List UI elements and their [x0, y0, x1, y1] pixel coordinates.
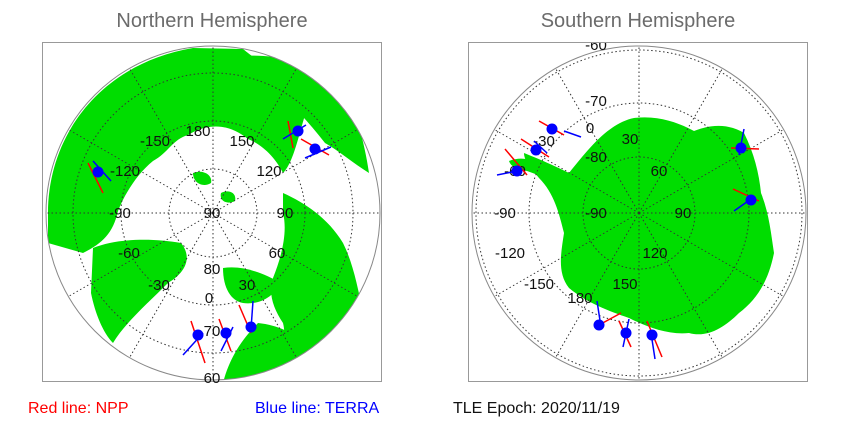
north-hemisphere-title: Northern Hemisphere: [116, 10, 308, 32]
satellite-position-marker: [646, 329, 658, 341]
tle-epoch: TLE Epoch: 2020/11/19: [453, 400, 620, 417]
north-lat-label: 80: [204, 261, 221, 278]
south-hemisphere-title: Southern Hemisphere: [540, 10, 736, 32]
legend-terra: Blue line: TERRA: [255, 400, 380, 417]
meridian-line: [638, 212, 787, 299]
meridian-line: [553, 65, 640, 214]
satellite-position-marker: [546, 123, 558, 135]
south-map-svg: 0306090120150180-150-120-90-60-30-90-80-…: [471, 43, 807, 381]
north-lon-label: -60: [118, 245, 140, 262]
south-lon-label: 90: [675, 205, 692, 222]
north-landmass-europe: [223, 267, 281, 304]
north-lon-label: 60: [269, 245, 286, 262]
satellite-position-marker: [220, 327, 232, 339]
south-lon-label: 60: [651, 163, 668, 180]
satellite-position-marker: [92, 166, 104, 178]
meridian-line: [638, 212, 725, 361]
meridian-line: [491, 212, 640, 299]
satellite-position-marker: [292, 125, 304, 137]
south-map-panel: 0306090120150180-150-120-90-60-30-90-80-…: [468, 42, 808, 382]
satellite-position-marker: [192, 329, 204, 341]
north-lon-label: 180: [185, 123, 210, 140]
north-map-panel: 180 150 120 90 60 30 0 -30 -60 -90 -120 -150 90 80 70 6…: [42, 42, 382, 383]
south-lon-label: 180: [567, 290, 592, 307]
satellite-position-marker: [745, 194, 757, 206]
north-lon-label: -150: [140, 133, 170, 150]
terra-track-line: [563, 130, 582, 138]
north-lon-label: 120: [256, 163, 281, 180]
npp-track-line: [504, 148, 528, 176]
north-lon-label: 0: [205, 290, 213, 307]
satellite-position-marker: [620, 327, 632, 339]
south-lat-label: -80: [585, 149, 607, 166]
north-lon-label: 90: [277, 205, 294, 222]
meridian-line: [212, 127, 361, 214]
meridian-line: [127, 65, 214, 214]
north-lon-label: 150: [229, 133, 254, 150]
npp-track-line: [190, 320, 206, 364]
south-lon-label: -90: [494, 205, 516, 222]
south-lon-label: 150: [612, 276, 637, 293]
satellite-position-marker: [593, 319, 605, 331]
south-lon-label: -150: [524, 276, 554, 293]
south-lat-label: -70: [585, 93, 607, 110]
south-lat-label: -90: [585, 205, 607, 222]
north-landmass-asia: [48, 48, 305, 253]
meridian-line: [127, 212, 214, 361]
north-lat-label: 70: [204, 323, 221, 340]
meridian-line: [638, 127, 787, 214]
north-lon-label: -90: [109, 205, 131, 222]
satellite-position-marker: [530, 144, 542, 156]
south-landmass-peninsula: [509, 158, 554, 177]
meridian-line: [212, 212, 299, 361]
north-landmass-arctic-islands: [193, 171, 327, 273]
south-lon-label: -120: [495, 245, 525, 262]
south-lat-label: -60: [585, 43, 607, 54]
north-landmass-greenland: [91, 239, 187, 343]
meridian-line: [491, 127, 640, 214]
south-lon-label: 0: [586, 120, 594, 137]
satellite-position-marker: [511, 165, 523, 177]
meridian-line: [65, 212, 214, 299]
south-lon-label: 30: [622, 131, 639, 148]
satellite-position-marker: [309, 143, 321, 155]
north-lon-label: -30: [148, 277, 170, 294]
npp-track-line: [87, 162, 104, 194]
north-lat-label: 90: [204, 205, 221, 222]
legend-npp: Red line: NPP: [28, 400, 129, 417]
north-lon-label: 30: [239, 277, 256, 294]
south-landmass-antarctica: [524, 117, 774, 335]
north-lon-label: -120: [110, 163, 140, 180]
meridian-line: [65, 127, 214, 214]
satellite-position-marker: [735, 142, 747, 154]
south-lon-label: 120: [642, 245, 667, 262]
meridian-line: [212, 65, 299, 214]
meridian-line: [553, 212, 640, 361]
north-lat-label: 60: [204, 370, 221, 383]
meridian-line: [212, 212, 361, 299]
meridian-line: [638, 65, 725, 214]
satellite-position-marker: [245, 321, 257, 333]
